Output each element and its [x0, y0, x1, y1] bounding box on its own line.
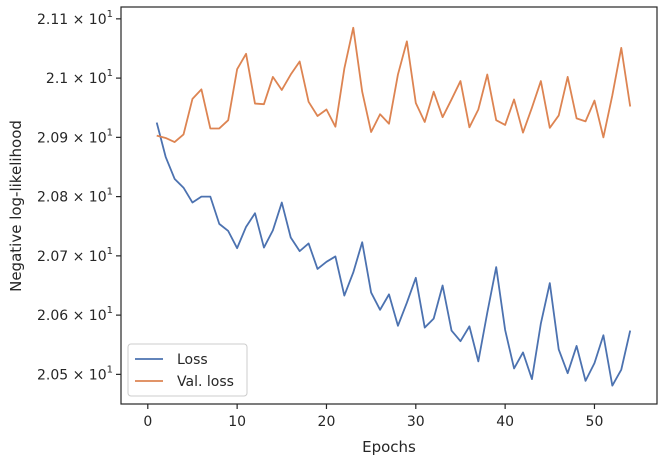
series-layer — [155, 26, 632, 387]
y-tick-exponent: 1 — [107, 246, 113, 257]
y-tick-exponent: 1 — [107, 127, 113, 138]
y-axis-title: Negative log-likelihood — [7, 120, 25, 292]
x-tick-label: 20 — [318, 414, 336, 430]
y-tick-exponent: 1 — [107, 364, 113, 375]
y-tick-label: 2.09 × 101 — [37, 127, 113, 146]
y-tick-label: 2.05 × 101 — [37, 364, 113, 383]
y-tick-label: 2.1 × 101 — [46, 68, 113, 87]
legend-label-val-loss: Val. loss — [177, 374, 234, 390]
y-tick-mantissa: 2.1 × 10 — [46, 71, 107, 87]
x-tick-label: 40 — [496, 414, 514, 430]
y-tick-mantissa: 2.09 × 10 — [37, 130, 107, 146]
y-tick-label: 2.07 × 101 — [37, 246, 113, 265]
legend-box — [127, 343, 248, 397]
legend-label-loss: Loss — [177, 352, 208, 368]
x-tick-label: 30 — [407, 414, 425, 430]
x-tick-label: 10 — [228, 414, 246, 430]
x-tick-label: 50 — [586, 414, 604, 430]
y-tick-mantissa: 2.11 × 10 — [37, 12, 107, 28]
y-tick-mantissa: 2.08 × 10 — [37, 190, 107, 206]
y-tick-mantissa: 2.07 × 10 — [37, 249, 107, 265]
y-tick-label: 2.06 × 101 — [37, 305, 113, 324]
y-tick-exponent: 1 — [107, 68, 113, 79]
x-tick-label: 0 — [143, 414, 152, 430]
y-tick-exponent: 1 — [107, 305, 113, 316]
series-line-val-loss — [156, 26, 632, 144]
series-line-loss — [155, 122, 632, 387]
x-axis-ticks: 0 10 20 30 40 50 — [143, 404, 603, 430]
y-tick-label: 2.08 × 101 — [37, 187, 113, 206]
x-axis-title: Epochs — [362, 438, 416, 456]
plot-frame — [120, 6, 658, 405]
y-tick-mantissa: 2.05 × 10 — [37, 367, 107, 383]
y-tick-label: 2.11 × 101 — [37, 9, 113, 28]
y-tick-exponent: 1 — [107, 187, 113, 198]
y-tick-exponent: 1 — [107, 9, 113, 20]
legend: Loss Val. loss — [127, 343, 248, 397]
y-tick-mantissa: 2.06 × 10 — [37, 308, 107, 324]
